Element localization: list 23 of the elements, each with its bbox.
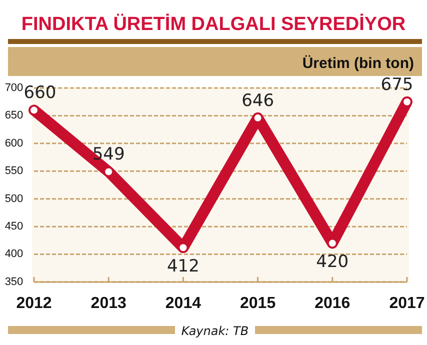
y-tick-label: 500 [4,192,24,205]
data-label: 646 [242,90,274,111]
x-tick-label: 2016 [314,295,350,312]
y-axis-title: Üretim (bin ton) [302,55,414,72]
y-tick-label: 550 [4,165,24,178]
data-label: 420 [316,252,349,272]
x-tick-label: 2013 [90,295,126,312]
y-tick-label: 350 [4,276,24,288]
text: Kaynak: TB [181,324,249,338]
x-tick-label: 2017 [389,295,425,312]
chart-title: FINDIKTA ÜRETİM DALGALI SEYREDİYOR [21,13,406,35]
data-label: 412 [166,256,200,277]
y-tick-label: 400 [4,248,24,260]
x-tick-label: 2014 [165,295,202,312]
x-tick-label: 2015 [240,295,276,312]
data-label: 549 [92,144,125,165]
y-tick-label: 700 [4,82,24,94]
x-tick-label: 2012 [16,295,52,312]
data-label: 660 [24,83,56,104]
y-tick-label: 600 [4,137,24,150]
y-tick-label: 650 [4,110,24,122]
y-tick-label: 450 [4,220,24,232]
data-label: 675 [380,74,414,95]
